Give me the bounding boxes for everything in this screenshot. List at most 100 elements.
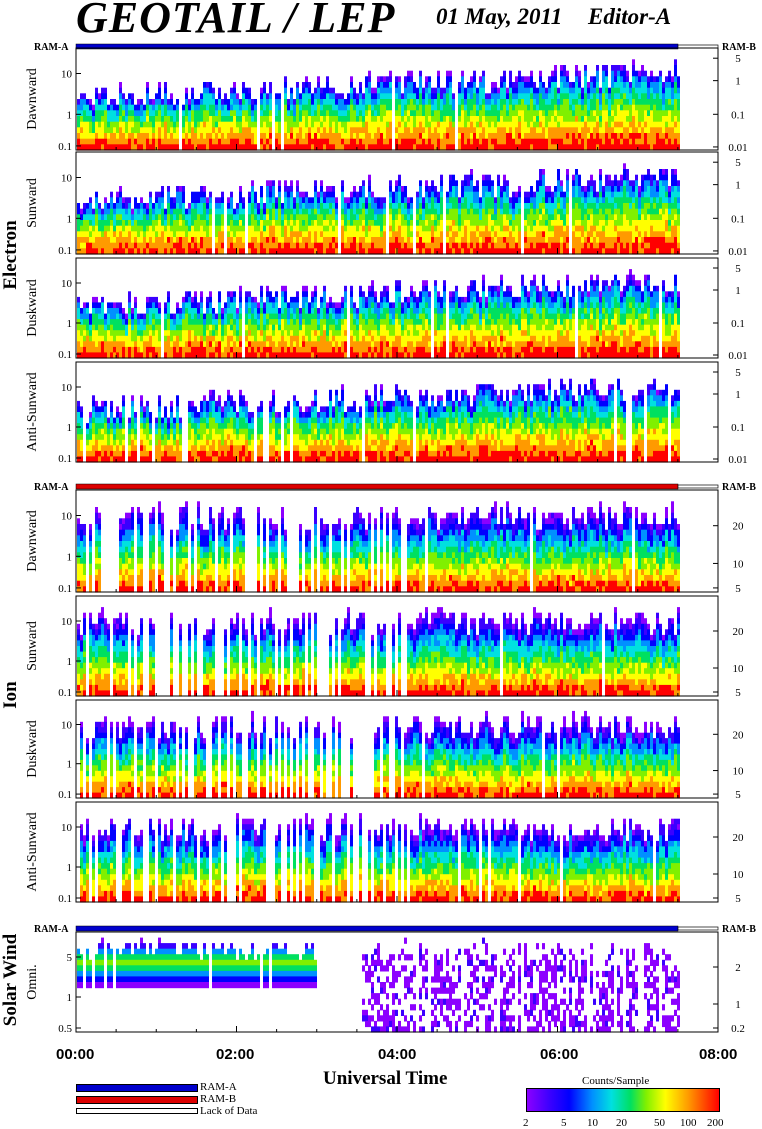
spectrogram-cell xyxy=(629,110,632,116)
spectrogram-cell xyxy=(608,192,611,198)
spectrogram-cell xyxy=(80,214,83,220)
spectrogram-cell xyxy=(326,186,329,192)
spectrogram-cell xyxy=(119,110,122,116)
spectrogram-cell xyxy=(293,226,296,232)
spectrogram-cell xyxy=(95,237,98,243)
spectrogram-cell xyxy=(401,127,404,133)
spectrogram-cell xyxy=(158,88,161,94)
spectrogram-cell xyxy=(182,110,185,116)
spectrogram-cell xyxy=(173,127,176,133)
spectrogram-cell xyxy=(329,243,332,249)
spectrogram-cell xyxy=(224,139,227,145)
spectrogram-cell xyxy=(182,243,185,249)
spectrogram-cell xyxy=(458,226,461,232)
spectrogram-cell xyxy=(161,203,164,209)
spectrogram-cell xyxy=(551,127,554,133)
spectrogram-cell xyxy=(218,99,221,105)
spectrogram-cell xyxy=(506,116,509,122)
spectrogram-cell xyxy=(518,237,521,243)
spectrogram-cell xyxy=(89,220,92,226)
spectrogram-cell xyxy=(437,116,440,122)
spectrogram-cell xyxy=(251,122,254,128)
spectrogram-cell xyxy=(524,192,527,198)
spectrogram-cell xyxy=(266,209,269,215)
spectrogram-cell xyxy=(608,209,611,215)
spectrogram-cell xyxy=(371,197,374,203)
spectrogram-cell xyxy=(269,105,272,111)
spectrogram-cell xyxy=(527,93,530,99)
spectrogram-cell xyxy=(512,209,515,215)
spectrogram-cell xyxy=(428,127,431,133)
spectrogram-cell xyxy=(311,220,314,226)
spectrogram-cell xyxy=(107,110,110,116)
spectrogram-cell xyxy=(152,302,155,308)
spectrogram-cell xyxy=(536,105,539,111)
spectrogram-cell xyxy=(485,133,488,139)
spectrogram-cell xyxy=(146,133,149,139)
spectrogram-cell xyxy=(170,319,173,325)
spectrogram-cell xyxy=(248,116,251,122)
spectrogram-cell xyxy=(614,243,617,249)
spectrogram-cell xyxy=(530,186,533,192)
spectrogram-cell xyxy=(134,214,137,220)
spectrogram-cell xyxy=(410,88,413,94)
spectrogram-cell xyxy=(164,231,167,237)
spectrogram-cell xyxy=(626,110,629,116)
spectrogram-cell xyxy=(593,116,596,122)
spectrogram-cell xyxy=(671,226,674,232)
spectrogram-cell xyxy=(359,203,362,209)
spectrogram-cell xyxy=(299,197,302,203)
spectrogram-cell xyxy=(107,231,110,237)
spectrogram-cell xyxy=(155,297,158,303)
spectrogram-cell xyxy=(572,231,575,237)
spectrogram-cell xyxy=(98,308,101,314)
spectrogram-cell xyxy=(227,139,230,145)
spectrogram-cell xyxy=(317,209,320,215)
spectrogram-cell xyxy=(596,76,599,82)
spectrogram-cell xyxy=(500,220,503,226)
spectrogram-cell xyxy=(434,133,437,139)
spectrogram-cell xyxy=(539,139,542,145)
spectrogram-cell xyxy=(506,243,509,249)
spectrogram-cell xyxy=(482,231,485,237)
spectrogram-cell xyxy=(659,88,662,94)
spectrogram-cell xyxy=(302,93,305,99)
spectrogram-cell xyxy=(245,139,248,145)
spectrogram-cell xyxy=(626,209,629,215)
spectrogram-cell xyxy=(386,139,389,145)
spectrogram-cell xyxy=(278,93,281,99)
spectrogram-cell xyxy=(218,133,221,139)
spectrogram-cell xyxy=(644,220,647,226)
spectrogram-cell xyxy=(128,237,131,243)
spectrogram-cell xyxy=(236,122,239,128)
spectrogram-cell xyxy=(383,209,386,215)
spectrogram-cell xyxy=(368,192,371,198)
spectrogram-cell xyxy=(434,99,437,105)
spectrogram-cell xyxy=(371,110,374,116)
spectrogram-cell xyxy=(623,163,626,169)
spectrogram-cell xyxy=(284,110,287,116)
spectrogram-cell xyxy=(317,226,320,232)
spectrogram-cell xyxy=(359,186,362,192)
spectrogram-cell xyxy=(326,93,329,99)
spectrogram-cell xyxy=(317,214,320,220)
spectrogram-cell xyxy=(260,243,263,249)
spectrogram-cell xyxy=(614,237,617,243)
spectrogram-cell xyxy=(116,243,119,249)
spectrogram-cell xyxy=(674,214,677,220)
spectrogram-cell xyxy=(527,237,530,243)
spectrogram-cell xyxy=(86,220,89,226)
spectrogram-cell xyxy=(632,214,635,220)
spectrogram-cell xyxy=(617,105,620,111)
spectrogram-cell xyxy=(656,180,659,186)
spectrogram-cell xyxy=(437,203,440,209)
spectrogram-cell xyxy=(428,243,431,249)
spectrogram-cell xyxy=(617,110,620,116)
spectrogram-cell xyxy=(284,243,287,249)
spectrogram-cell xyxy=(374,110,377,116)
spectrogram-cell xyxy=(590,76,593,82)
spectrogram-cell xyxy=(389,82,392,88)
spectrogram-cell xyxy=(419,203,422,209)
spectrogram-cell xyxy=(158,82,161,88)
spectrogram-cell xyxy=(101,127,104,133)
